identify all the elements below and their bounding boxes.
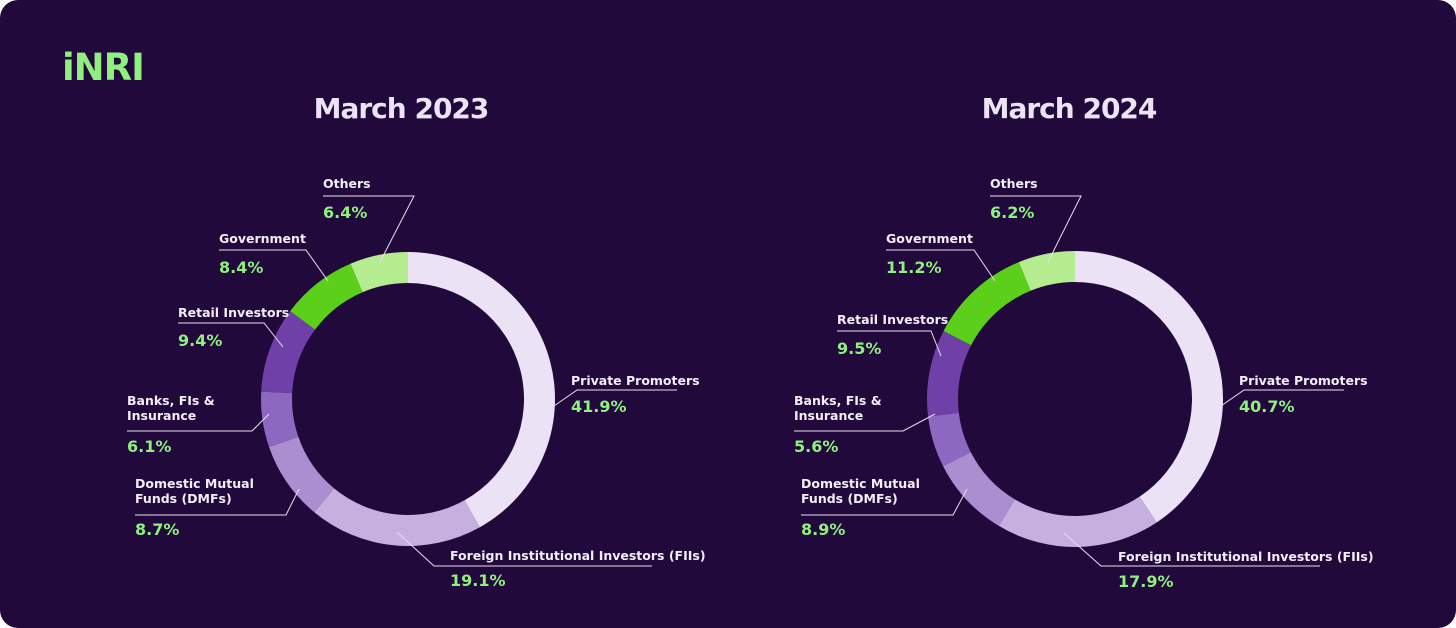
slice-retail-investors-2024 — [927, 330, 972, 417]
value-government: 8.4% — [219, 258, 264, 277]
leader-line-others — [990, 195, 1082, 263]
label-line: Government — [219, 231, 306, 246]
label-retail-investors: Retail Investors — [178, 305, 289, 320]
value-private-promoters: 40.7% — [1239, 397, 1295, 416]
leader-line-dmfs — [801, 488, 968, 516]
value-retail-investors: 9.5% — [837, 339, 882, 358]
slice-others-2023 — [350, 252, 408, 293]
label-line: Domestic Mutual — [135, 476, 254, 491]
leader-line-private-promoters — [1220, 389, 1344, 407]
leader-line-others — [323, 195, 415, 263]
slice-others-2024 — [1018, 251, 1075, 291]
label-line: Retail Investors — [178, 305, 290, 320]
value-banks-fis-insurance: 6.1% — [127, 437, 172, 456]
slice-private-promoters-2023 — [408, 252, 555, 528]
label-banks-fis-insurance: Banks, FIs & Insurance — [127, 393, 215, 423]
label-line: Others — [323, 176, 371, 191]
leader-line-retail-investors — [837, 330, 942, 357]
value-dmfs: 8.7% — [135, 520, 180, 539]
slice-dmfs-2023 — [269, 436, 335, 513]
slice-retail-investors-2023 — [261, 311, 316, 394]
slice-banks-fis-insurance-2023 — [261, 391, 299, 448]
slice-government-2023 — [290, 263, 363, 330]
label-others: Others — [323, 176, 371, 191]
value-dmfs: 8.9% — [801, 520, 846, 539]
label-line: Banks, FIs & — [127, 393, 215, 408]
leader-line-fiis — [396, 531, 652, 567]
label-line: Foreign Institutional Investors (FIIs) — [1118, 549, 1374, 564]
leader-line-dmfs — [135, 488, 300, 516]
value-private-promoters: 41.9% — [571, 397, 627, 416]
label-fiis: Foreign Institutional Investors (FIIs) — [1118, 549, 1374, 564]
label-line: Government — [886, 231, 973, 246]
leader-line-government — [219, 249, 329, 282]
label-retail-investors: Retail Investors — [837, 312, 948, 327]
slice-fiis-2023 — [314, 488, 480, 546]
label-line: Retail Investors — [837, 312, 949, 327]
label-private-promoters: Private Promoters — [571, 373, 700, 388]
label-line: Funds (DMFs) — [135, 491, 232, 506]
label-dmfs: Domestic Mutual Funds (DMFs) — [135, 476, 254, 506]
label-line: Insurance — [127, 408, 197, 423]
value-fiis: 17.9% — [1118, 572, 1174, 591]
slice-private-promoters-2024 — [1075, 251, 1223, 523]
label-fiis: Foreign Institutional Investors (FIIs) — [450, 548, 706, 563]
chart-title-2024: March 2024 — [981, 92, 1158, 125]
slice-banks-fis-insurance-2024 — [928, 412, 971, 467]
value-banks-fis-insurance: 5.6% — [794, 437, 839, 456]
slice-fiis-2024 — [998, 496, 1157, 547]
value-fiis: 19.1% — [450, 571, 506, 590]
value-others: 6.4% — [323, 203, 368, 222]
label-line: Foreign Institutional Investors (FIIs) — [450, 548, 706, 563]
label-line: Domestic Mutual — [801, 476, 920, 491]
slice-government-2024 — [943, 262, 1031, 346]
leader-line-fiis — [1063, 532, 1320, 567]
label-others: Others — [990, 176, 1038, 191]
value-retail-investors: 9.4% — [178, 331, 223, 350]
leader-line-retail-investors — [178, 322, 284, 348]
label-line: Private Promoters — [1239, 373, 1368, 388]
leader-line-private-promoters — [553, 389, 677, 407]
label-line: Others — [990, 176, 1038, 191]
slice-dmfs-2024 — [943, 452, 1015, 526]
label-line: Funds (DMFs) — [801, 491, 898, 506]
leader-line-banks-fis-insurance — [127, 413, 270, 432]
label-government: Government — [886, 231, 973, 246]
label-dmfs: Domestic Mutual Funds (DMFs) — [801, 476, 920, 506]
brand-logo: iNRI — [62, 46, 145, 89]
leader-line-banks-fis-insurance — [794, 413, 936, 432]
label-line: Insurance — [794, 408, 864, 423]
value-others: 6.2% — [990, 203, 1035, 222]
label-private-promoters: Private Promoters — [1239, 373, 1368, 388]
label-line: Banks, FIs & — [794, 393, 882, 408]
label-banks-fis-insurance: Banks, FIs & Insurance — [794, 393, 882, 423]
leader-line-government — [886, 249, 996, 282]
chart-title-2023: March 2023 — [313, 92, 490, 125]
label-line: Private Promoters — [571, 373, 700, 388]
value-government: 11.2% — [886, 258, 942, 277]
label-government: Government — [219, 231, 306, 246]
